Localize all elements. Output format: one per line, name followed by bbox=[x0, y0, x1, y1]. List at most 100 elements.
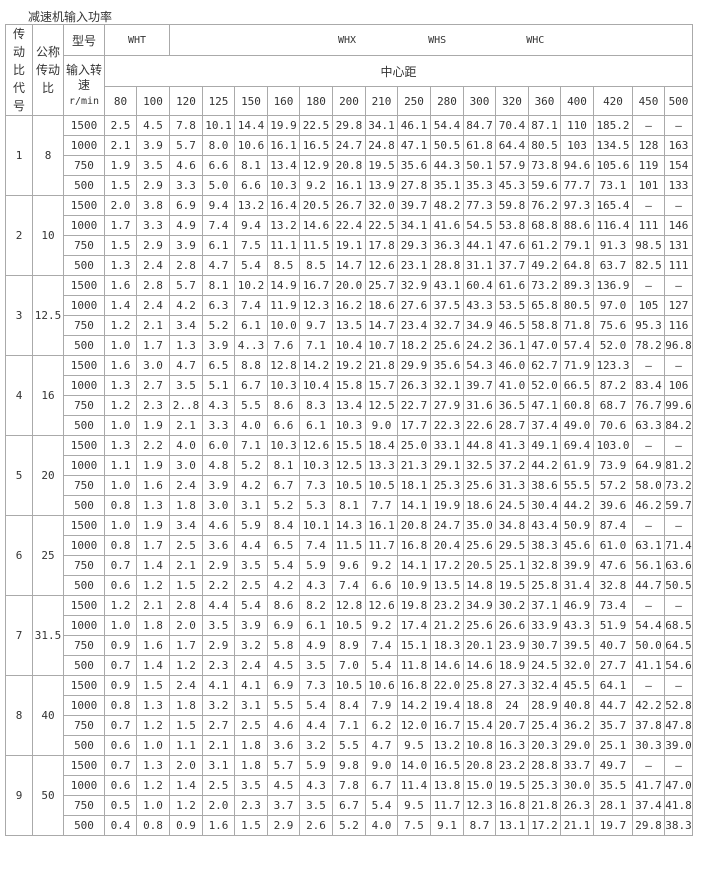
power-value-cell: — bbox=[632, 115, 665, 136]
power-value-cell: 13.3 bbox=[365, 455, 398, 476]
power-value-cell: 50.1 bbox=[463, 155, 496, 176]
power-value-cell: 4.7 bbox=[202, 255, 235, 276]
power-value-cell: 59.8 bbox=[495, 195, 529, 216]
power-value-cell: 82.5 bbox=[632, 255, 665, 276]
power-value-cell: 47.1 bbox=[397, 135, 431, 156]
power-value-cell: 41.7 bbox=[632, 775, 665, 796]
table-row: 5 20 1500 1.3 2.2 4.0 6.0 7.1 10.3 12.6 15.5 18.4 25… bbox=[5, 435, 693, 516]
power-value-cell: 1.5 bbox=[169, 575, 203, 596]
power-value-cell: 5.7 bbox=[169, 275, 203, 296]
power-value-cell: 57.4 bbox=[560, 335, 594, 356]
input-speed-cell: 1500 bbox=[63, 115, 105, 136]
power-value-cell: 70.4 bbox=[495, 115, 529, 136]
center-distance-450: 450 bbox=[632, 86, 665, 116]
power-value-cell: 8.1 bbox=[234, 155, 268, 176]
input-speed-cell: 1000 bbox=[63, 615, 105, 636]
power-value-cell: 7.8 bbox=[332, 775, 366, 796]
power-value-cell: 31.3 bbox=[495, 475, 529, 496]
power-value-cell: 7.7 bbox=[365, 495, 398, 516]
power-value-cell: 63.6 bbox=[664, 555, 693, 576]
power-value-cell: 22.3 bbox=[430, 415, 464, 436]
power-value-cell: 4.0 bbox=[365, 815, 398, 836]
power-value-cell: 54.4 bbox=[430, 115, 464, 136]
power-value-cell: 14.6 bbox=[463, 655, 496, 676]
power-value-cell: 21.1 bbox=[560, 815, 594, 836]
table-row: 1000 0.8 1.7 2.5 3.6 4.4 6.5 7.4 11.5 11.7 16.8 20.… bbox=[6, 535, 693, 556]
power-value-cell: 7.4 bbox=[365, 635, 398, 656]
power-value-cell: 0.8 bbox=[104, 495, 137, 516]
power-value-cell: 32.8 bbox=[528, 555, 561, 576]
power-value-cell: 88.6 bbox=[560, 215, 594, 236]
power-value-cell: 25.6 bbox=[463, 535, 496, 556]
power-value-cell: 4.1 bbox=[234, 675, 268, 696]
power-value-cell: 16.4 bbox=[267, 195, 300, 216]
power-value-cell: 7.1 bbox=[332, 715, 366, 736]
power-value-cell: 1.5 bbox=[136, 675, 170, 696]
power-value-cell: 60.4 bbox=[463, 275, 496, 296]
power-value-cell: 1.7 bbox=[136, 335, 170, 356]
power-value-cell: 68.7 bbox=[593, 395, 633, 416]
power-value-cell: 52.0 bbox=[593, 335, 633, 356]
power-value-cell: 1.0 bbox=[136, 795, 170, 816]
power-value-cell: 2.9 bbox=[202, 555, 235, 576]
power-value-cell: 49.7 bbox=[593, 755, 633, 776]
power-value-cell: 37.4 bbox=[528, 415, 561, 436]
header-row-distances: 80 100 120 125 150 160 180 200 210 250 280 300 320 36… bbox=[6, 86, 693, 116]
input-speed-cell: 750 bbox=[63, 155, 105, 176]
power-value-cell: 19.2 bbox=[332, 355, 366, 376]
header-row-center: 输入转速 r/min 中心距 bbox=[6, 55, 693, 116]
power-value-cell: 3.1 bbox=[202, 755, 235, 776]
power-value-cell: 3.5 bbox=[299, 795, 333, 816]
power-value-cell: 33.1 bbox=[430, 435, 464, 456]
input-speed-cell: 750 bbox=[63, 315, 105, 336]
table-row: 500 0.8 1.3 1.8 3.0 3.1 5.2 5.3 8.1 7.7 14.1 19.9 18… bbox=[6, 495, 693, 516]
power-value-cell: 69.4 bbox=[560, 435, 594, 456]
power-value-cell: 9.2 bbox=[365, 615, 398, 636]
power-value-cell: 29.9 bbox=[397, 355, 431, 376]
power-value-cell: 32.0 bbox=[365, 195, 398, 216]
power-value-cell: 19.9 bbox=[267, 115, 300, 136]
power-value-cell: 73.2 bbox=[664, 475, 693, 496]
header-row-model: 传动比代号 公称传动比 型号 WHT WHX WHS WHC bbox=[5, 24, 693, 116]
power-value-cell: 1.7 bbox=[169, 635, 203, 656]
power-value-cell: 1.2 bbox=[104, 315, 137, 336]
input-speed-cell: 750 bbox=[63, 555, 105, 576]
power-value-cell: 11.7 bbox=[430, 795, 464, 816]
power-value-cell: 123.3 bbox=[593, 355, 633, 376]
power-value-cell: 5.2 bbox=[332, 815, 366, 836]
nominal-ratio-cell: 31.5 bbox=[32, 595, 64, 676]
power-value-cell: 23.4 bbox=[397, 315, 431, 336]
power-value-cell: 26.6 bbox=[495, 615, 529, 636]
power-value-cell: 52.8 bbox=[664, 695, 693, 716]
power-value-cell: 33.7 bbox=[560, 755, 594, 776]
power-value-cell: 4..3 bbox=[234, 335, 268, 356]
power-value-cell: — bbox=[632, 435, 665, 456]
power-value-cell: 64.1 bbox=[593, 675, 633, 696]
power-value-cell: 73.2 bbox=[528, 275, 561, 296]
power-value-cell: 17.8 bbox=[365, 235, 398, 256]
ratio-code-cell: 5 bbox=[5, 435, 33, 516]
power-value-cell: 2.1 bbox=[202, 735, 235, 756]
power-value-cell: 19.5 bbox=[365, 155, 398, 176]
power-value-cell: 83.4 bbox=[632, 375, 665, 396]
input-speed-label: 输入转速 bbox=[65, 62, 102, 92]
power-value-cell: 4.7 bbox=[169, 355, 203, 376]
power-value-cell: 6.6 bbox=[365, 575, 398, 596]
power-value-cell: 3.1 bbox=[234, 495, 268, 516]
power-value-cell: 98.5 bbox=[632, 235, 665, 256]
power-value-cell: 16.8 bbox=[397, 675, 431, 696]
power-value-cell: 50.9 bbox=[560, 515, 594, 536]
table-row: 9 50 1500 0.7 1.3 2.0 3.1 1.8 5.7 5.9 9.8 9.0 14.0 16… bbox=[5, 755, 693, 836]
input-speed-cell: 1500 bbox=[63, 195, 105, 216]
power-value-cell: 4.0 bbox=[234, 415, 268, 436]
power-value-cell: 1.2 bbox=[104, 395, 137, 416]
power-value-cell: 28.8 bbox=[430, 255, 464, 276]
nominal-ratio-cell: 50 bbox=[32, 755, 64, 836]
power-value-cell: 30.2 bbox=[495, 595, 529, 616]
power-value-cell: 2.1 bbox=[136, 315, 170, 336]
power-value-cell: 22.5 bbox=[299, 115, 333, 136]
power-value-cell: 2.4 bbox=[136, 255, 170, 276]
power-value-cell: 3.0 bbox=[136, 355, 170, 376]
power-value-cell: 25.6 bbox=[463, 475, 496, 496]
power-value-cell: 111 bbox=[632, 215, 665, 236]
